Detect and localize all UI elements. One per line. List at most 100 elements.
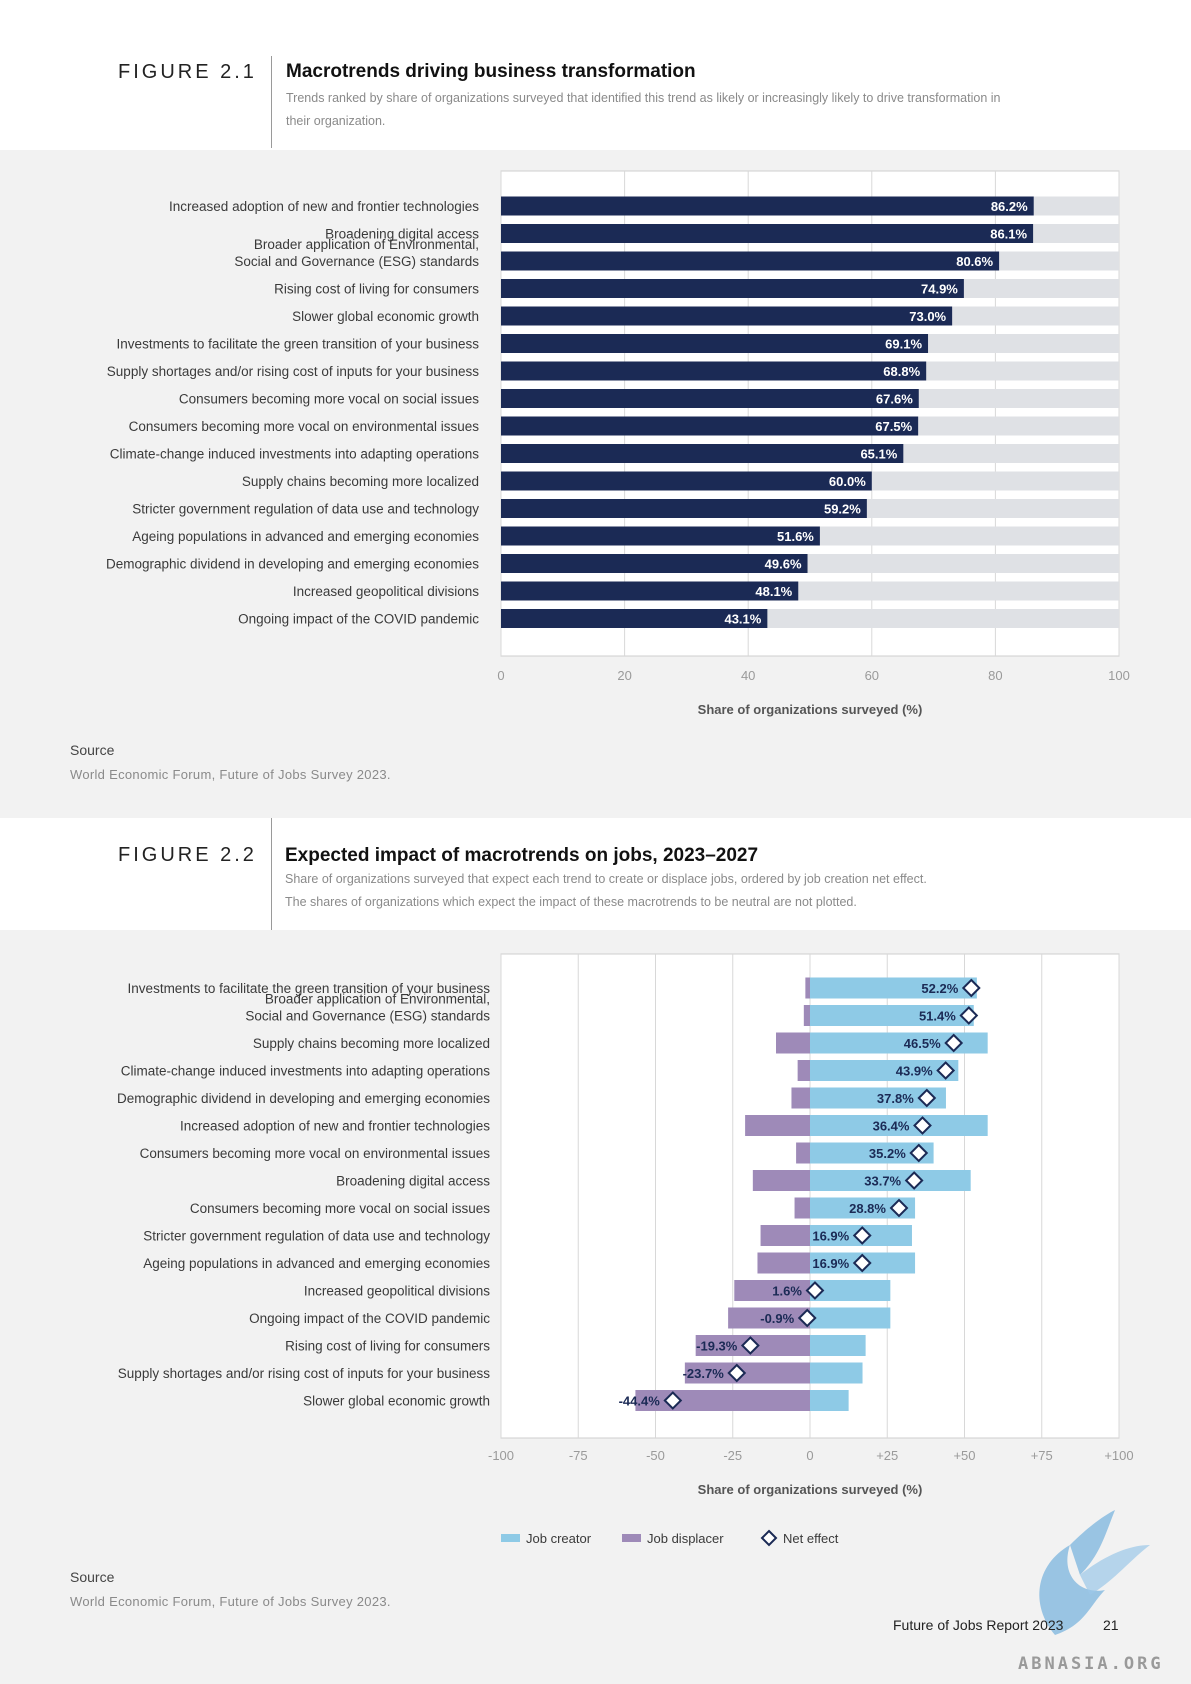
category-label: Social and Governance (ESG) standards [245, 1009, 490, 1024]
displacer-bar [757, 1252, 810, 1274]
footer-report-title: Future of Jobs Report 2023 [893, 1617, 1064, 1633]
legend-swatch [501, 1534, 520, 1542]
displacer-bar [760, 1225, 810, 1246]
creator-bar [810, 1115, 988, 1136]
category-label: Rising cost of living for consumers [285, 1339, 490, 1354]
bar [501, 361, 927, 381]
category-label: Consumers becoming more vocal on social … [190, 1201, 490, 1216]
category-label: Investments to facilitate the green tran… [128, 981, 491, 996]
x-tick-label: +75 [1031, 1448, 1053, 1463]
displacer-bar [728, 1307, 810, 1329]
category-label: Consumers becoming more vocal on social … [179, 392, 479, 407]
net-effect-marker [909, 1143, 929, 1163]
category-label: Broader application of Environmental, [254, 237, 479, 252]
net-effect-marker [936, 1061, 956, 1080]
x-axis-label: Share of organizations surveyed (%) [698, 702, 923, 717]
displacer-bar [734, 1280, 810, 1301]
x-tick-label: -25 [723, 1448, 742, 1463]
category-label: Supply chains becoming more localized [242, 474, 479, 489]
net-effect-marker [913, 1116, 932, 1135]
net-effect-marker [944, 1033, 964, 1053]
category-label: Increased geopolitical divisions [304, 1284, 490, 1299]
figure1-subtitle: Trends ranked by share of organizations … [286, 87, 1086, 133]
x-tick-label: +25 [876, 1448, 898, 1463]
category-label: Climate-change induced investments into … [121, 1064, 490, 1079]
category-label: Ongoing impact of the COVID pandemic [249, 1311, 490, 1326]
legend-label: Net effect [783, 1531, 839, 1546]
category-label: Increased geopolitical divisions [293, 584, 479, 599]
bar [501, 416, 919, 436]
category-label: Stricter government regulation of data u… [132, 502, 479, 517]
net-effect-marker [805, 1281, 825, 1300]
net-effect-marker [740, 1336, 760, 1355]
figure2-subtitle-line: Share of organizations surveyed that exp… [285, 872, 927, 886]
figure1-chart: 0 20 40 60 80 100 86.2% Increased adoption of n… [106, 170, 1130, 717]
data-label: 51.6% [777, 529, 814, 544]
displacer-bar [752, 1170, 810, 1191]
figure2-chart: -100 -75 -50 -25 0 +25 +50 +75 +100 52.2% Investme… [117, 953, 1134, 1547]
figure1-source-text: World Economic Forum, Future of Jobs Sur… [70, 767, 391, 782]
category-label: Broadening digital access [325, 227, 479, 242]
figure1-source-label: Source [70, 742, 115, 758]
net-effect-marker [727, 1363, 747, 1383]
displacer-bar [794, 1197, 810, 1219]
data-label: 86.2% [991, 199, 1028, 214]
displacer-bar [803, 1005, 810, 1026]
category-label: Slower global economic growth [292, 309, 479, 324]
net-effect-label: 16.9% [812, 1256, 849, 1271]
bar [501, 251, 1000, 271]
category-label: Increased adoption of new and frontier t… [169, 199, 479, 214]
bar [501, 554, 808, 573]
category-label: Rising cost of living for consumers [274, 282, 479, 297]
net-effect-marker [917, 1088, 937, 1108]
category-label: Increased adoption of new and frontier t… [180, 1119, 490, 1134]
displacer-bar [805, 977, 810, 999]
net-effect-label: -0.9% [760, 1311, 794, 1326]
data-label: 73.0% [909, 309, 946, 324]
category-label: Demographic dividend in developing and e… [106, 557, 479, 572]
x-tick-label: -100 [488, 1448, 514, 1463]
bar [501, 444, 904, 463]
net-effect-label: -19.3% [696, 1339, 738, 1354]
bar [501, 581, 799, 601]
x-tick-label: 20 [617, 668, 631, 683]
figure2-label: FIGURE 2.2 [118, 844, 257, 866]
category-label: Stricter government regulation of data u… [143, 1229, 490, 1244]
figure2-source-text: World Economic Forum, Future of Jobs Sur… [70, 1594, 391, 1609]
data-label: 74.9% [921, 282, 958, 297]
category-label: Consumers becoming more vocal on environ… [140, 1146, 491, 1161]
net-effect-label: 43.9% [896, 1064, 933, 1079]
x-tick-label: 40 [741, 668, 755, 683]
data-label: 69.1% [885, 337, 922, 352]
data-label: 59.2% [824, 502, 861, 517]
displacer-bar [776, 1032, 810, 1054]
category-label: Supply shortages and/or rising cost of i… [118, 1366, 490, 1381]
net-effect-marker [959, 1006, 979, 1025]
figure1-subtitle-line: their organization. [286, 114, 386, 128]
figure2-subtitle: Share of organizations surveyed that exp… [285, 868, 1085, 914]
bar [501, 334, 929, 353]
bar [501, 306, 953, 326]
x-tick-label: 80 [988, 668, 1002, 683]
category-label: Climate-change induced investments into … [110, 447, 479, 462]
category-label: Ageing populations in advanced and emerg… [132, 529, 479, 544]
displacer-bar [684, 1362, 810, 1384]
x-tick-label: +50 [953, 1448, 975, 1463]
bar [501, 196, 1034, 216]
net-effect-label: 1.6% [772, 1284, 802, 1299]
legend-label: Job displacer [647, 1531, 724, 1546]
figure1-label: FIGURE 2.1 [118, 61, 257, 83]
net-effect-label: 28.8% [849, 1201, 886, 1216]
creator-bar [810, 1087, 946, 1109]
net-effect-marker [852, 1226, 872, 1245]
figure1-subtitle-line: Trends ranked by share of organizations … [286, 91, 1001, 105]
category-label: Social and Governance (ESG) standards [234, 254, 479, 269]
x-tick-label: -75 [569, 1448, 588, 1463]
x-tick-label: 100 [1108, 668, 1130, 683]
net-effect-label: 16.9% [812, 1229, 849, 1244]
watermark-logo [1039, 1510, 1150, 1635]
figure1-title: Macrotrends driving business transformat… [286, 61, 696, 82]
data-label: 49.6% [765, 557, 802, 572]
figure2-title: Expected impact of macrotrends on jobs, … [285, 845, 759, 866]
bar [501, 389, 919, 408]
